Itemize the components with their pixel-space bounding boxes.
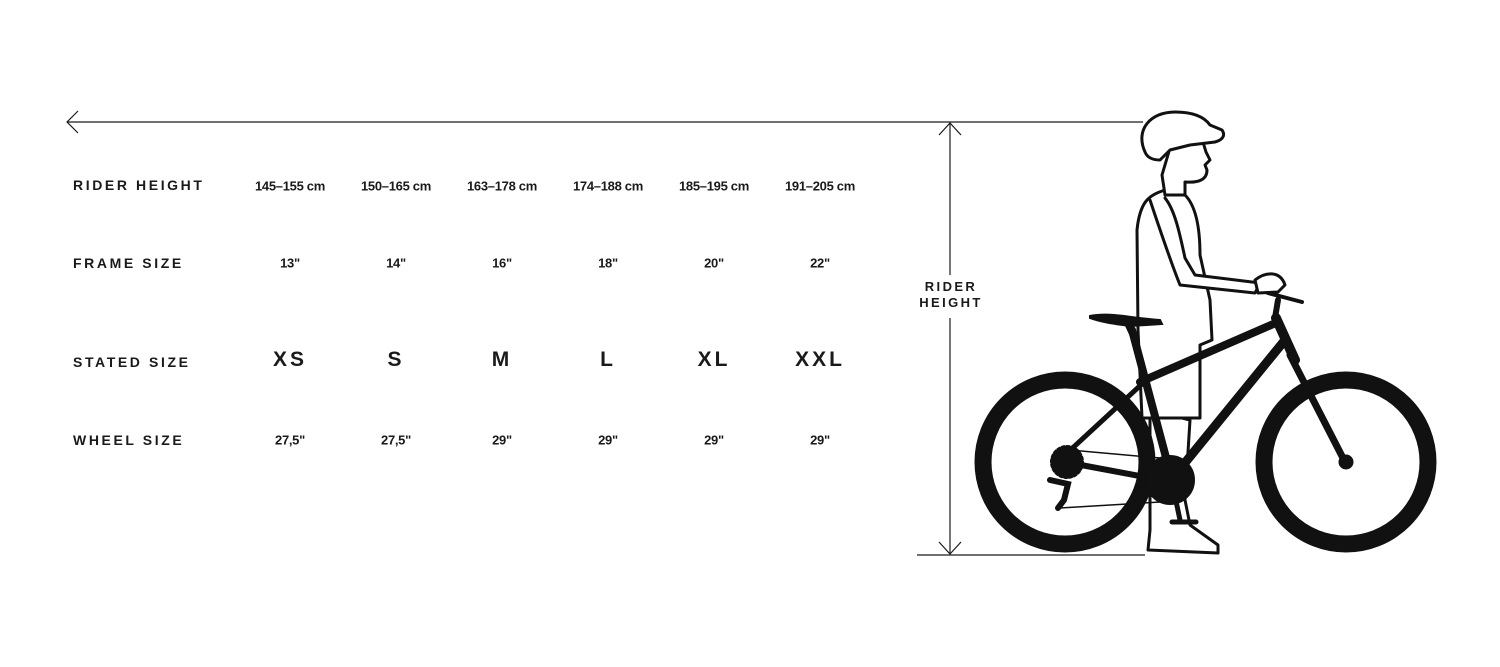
- stem: [1272, 297, 1281, 321]
- frame-size-cell: 20": [704, 255, 724, 271]
- rear-wheel: [974, 371, 1156, 553]
- rider-height-cell: 191–205 cm: [784, 178, 855, 194]
- front-hub: [1338, 454, 1354, 470]
- wheel-size-cell: 27,5": [275, 432, 305, 448]
- rider-height-label-line1: RIDER: [924, 279, 978, 294]
- row-label-rider-height: RIDER HEIGHT: [73, 177, 205, 193]
- rider-height-cell: 163–178 cm: [466, 178, 537, 194]
- wheel-size-cell: 29": [492, 432, 512, 448]
- rider-figure: [1135, 110, 1287, 555]
- stated-size-cell: XXL: [795, 348, 845, 371]
- stated-size-cell: L: [600, 348, 616, 371]
- rider-height-label-line2: HEIGHT: [919, 295, 983, 310]
- seatstay: [1062, 380, 1146, 458]
- row-label-frame-size: FRAME SIZE: [73, 255, 184, 271]
- helmet-icon: [1140, 110, 1226, 162]
- chain-bottom: [1059, 501, 1161, 509]
- stated-size-cell: M: [491, 348, 513, 371]
- rider-height-cell: 150–165 cm: [360, 178, 431, 194]
- frame-size-cell: 22": [810, 255, 830, 271]
- fork: [1286, 351, 1349, 466]
- stated-size-cell: XS: [272, 348, 307, 371]
- handlebar: [1266, 291, 1304, 304]
- arrow-up-icon: [938, 122, 962, 136]
- rider-height-cell: 145–155 cm: [254, 178, 325, 194]
- stated-size-cell: S: [387, 348, 405, 371]
- top-tube: [1136, 318, 1282, 386]
- bicycle: [974, 291, 1437, 553]
- front-wheel: [1255, 371, 1437, 553]
- chain-top: [1069, 449, 1161, 459]
- rider-height-label: RIDER HEIGHT: [905, 279, 997, 311]
- frame-size-cell: 14": [386, 255, 406, 271]
- stated-size-cell: XL: [697, 348, 731, 371]
- wheel-size-cell: 29": [704, 432, 724, 448]
- frame-size-cell: 18": [598, 255, 618, 271]
- rider-hand: [1253, 272, 1287, 295]
- chainring: [1145, 455, 1195, 505]
- frame-size-cell: 16": [492, 255, 512, 271]
- crank-pedal: [1169, 479, 1183, 523]
- saddle: [1089, 313, 1164, 328]
- arrow-down-icon: [938, 541, 962, 555]
- derailleur: [1047, 477, 1072, 511]
- row-label-stated-size: STATED SIZE: [73, 354, 191, 370]
- arrow-left-icon: [66, 110, 79, 134]
- frame-size-cell: 13": [280, 255, 300, 271]
- seat-tube: [1128, 326, 1176, 484]
- row-label-wheel-size: WHEEL SIZE: [73, 432, 185, 448]
- rider-height-cell: 185–195 cm: [678, 178, 749, 194]
- cassette: [1050, 445, 1084, 479]
- rider-height-cell: 174–188 cm: [572, 178, 643, 194]
- wheel-size-cell: 27,5": [381, 432, 411, 448]
- rider-neck-head: [1160, 140, 1212, 197]
- wheel-size-cell: 29": [810, 432, 830, 448]
- wheel-size-cell: 29": [598, 432, 618, 448]
- down-tube: [1170, 335, 1290, 480]
